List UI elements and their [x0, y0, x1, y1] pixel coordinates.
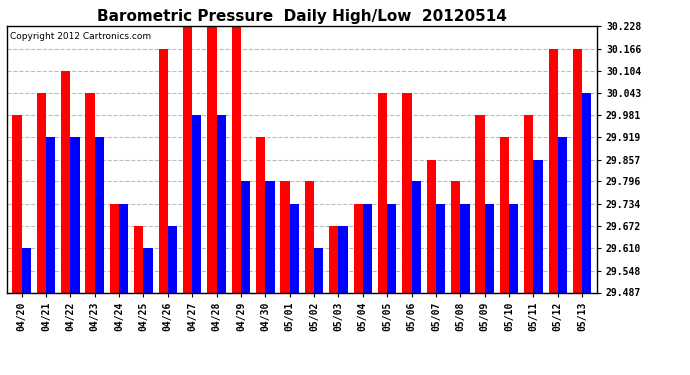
Bar — [451, 182, 460, 292]
Bar — [329, 226, 338, 292]
Title: Barometric Pressure  Daily High/Low  20120514: Barometric Pressure Daily High/Low 20120… — [97, 9, 507, 24]
Bar — [558, 137, 567, 292]
Bar — [110, 204, 119, 292]
Bar — [387, 204, 397, 292]
Bar — [12, 115, 21, 292]
Bar — [119, 204, 128, 292]
Bar — [61, 71, 70, 292]
Bar — [524, 115, 533, 292]
Bar — [305, 182, 314, 292]
Bar — [207, 26, 217, 292]
Bar — [256, 137, 266, 292]
Bar — [484, 204, 494, 292]
Bar — [232, 26, 241, 292]
Bar — [582, 93, 591, 292]
Bar — [37, 93, 46, 292]
Bar — [193, 115, 201, 292]
Bar — [533, 159, 543, 292]
Bar — [290, 204, 299, 292]
Bar — [338, 226, 348, 292]
Bar — [46, 137, 55, 292]
Bar — [402, 93, 411, 292]
Bar — [411, 182, 421, 292]
Bar — [21, 248, 31, 292]
Bar — [509, 204, 518, 292]
Bar — [436, 204, 445, 292]
Bar — [183, 26, 193, 292]
Bar — [70, 137, 79, 292]
Bar — [426, 159, 436, 292]
Bar — [500, 137, 509, 292]
Bar — [266, 182, 275, 292]
Bar — [217, 115, 226, 292]
Bar — [475, 115, 484, 292]
Bar — [363, 204, 372, 292]
Bar — [460, 204, 470, 292]
Bar — [314, 248, 324, 292]
Bar — [549, 48, 558, 292]
Bar — [280, 182, 290, 292]
Bar — [241, 182, 250, 292]
Bar — [378, 93, 387, 292]
Bar — [159, 48, 168, 292]
Bar — [168, 226, 177, 292]
Text: Copyright 2012 Cartronics.com: Copyright 2012 Cartronics.com — [10, 32, 151, 40]
Bar — [86, 93, 95, 292]
Bar — [95, 137, 104, 292]
Bar — [353, 204, 363, 292]
Bar — [134, 226, 144, 292]
Bar — [573, 48, 582, 292]
Bar — [144, 248, 152, 292]
